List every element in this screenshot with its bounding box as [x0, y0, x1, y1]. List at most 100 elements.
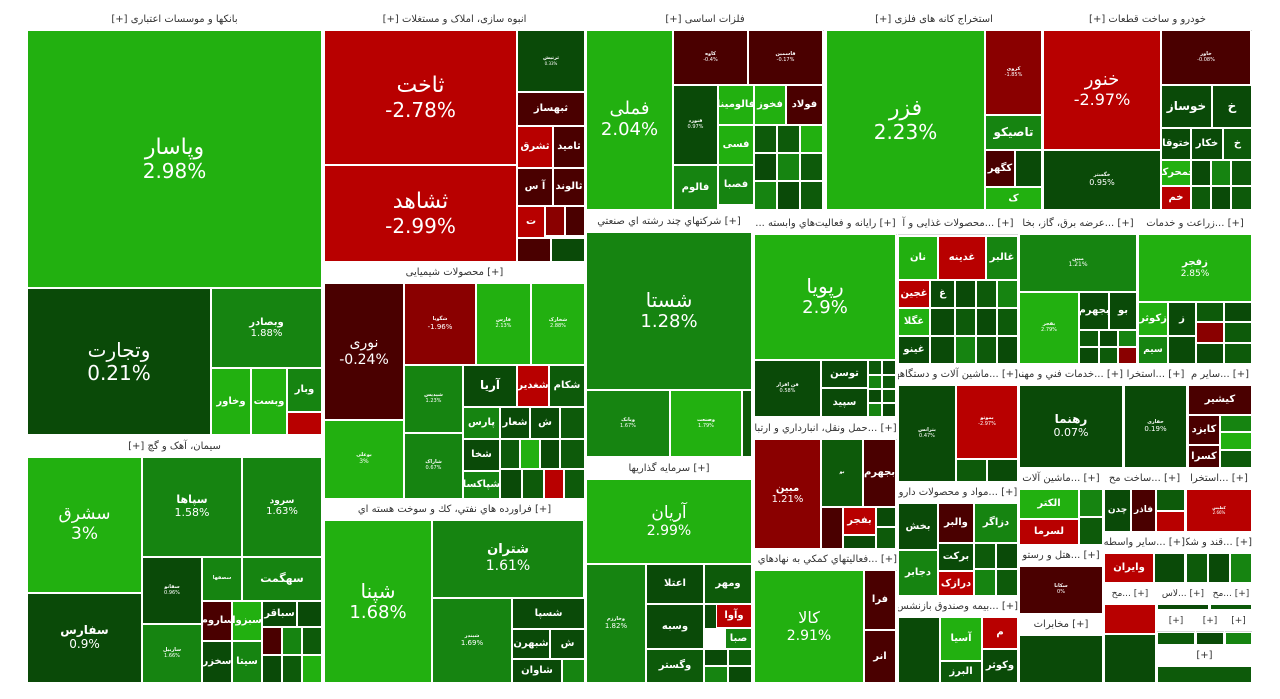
stock-tile-unlabeled[interactable]: [522, 469, 544, 499]
stock-tile[interactable]: انر: [864, 630, 896, 683]
stock-tile-unlabeled[interactable]: [898, 617, 940, 683]
stock-tile[interactable]: شگویا -1.96%: [404, 283, 476, 365]
sector-header-10[interactable]: [+] سرمایه گذاریها: [586, 459, 752, 480]
stock-tile[interactable]: شسپا: [512, 598, 585, 629]
stock-tile-unlabeled[interactable]: [742, 390, 752, 457]
stock-tile[interactable]: وبست: [251, 368, 287, 435]
stock-tile-unlabeled[interactable]: [987, 459, 1018, 482]
sector-title[interactable]: استخراج کانه های فلزی [+]: [826, 10, 1042, 31]
stock-tile[interactable]: سپید: [821, 388, 868, 417]
stock-tile[interactable]: فسی: [718, 125, 754, 165]
stock-tile-unlabeled[interactable]: [1154, 553, 1185, 583]
sector-header-36[interactable]: [+]: [1225, 611, 1252, 632]
stock-tile-unlabeled[interactable]: [517, 238, 551, 262]
stock-tile[interactable]: ت: [517, 206, 545, 238]
stock-tile[interactable]: شپدیس 1.23%: [404, 365, 463, 433]
stock-tile[interactable]: غگلا: [898, 308, 930, 336]
stock-tile[interactable]: بخش: [898, 503, 938, 550]
stock-tile-unlabeled[interactable]: [562, 659, 585, 683]
stock-tile[interactable]: کطبس 2.66%: [1186, 489, 1252, 532]
stock-tile[interactable]: فن افزار 0.58%: [754, 360, 821, 417]
stock-tile[interactable]: ثشرق: [517, 126, 553, 168]
stock-tile[interactable]: فالوم: [673, 165, 718, 210]
stock-tile-unlabeled[interactable]: [1079, 489, 1103, 517]
stock-tile-unlabeled[interactable]: [1210, 604, 1252, 610]
stock-tile-unlabeled[interactable]: [1156, 489, 1185, 511]
stock-tile-unlabeled[interactable]: [262, 627, 282, 655]
sector-header-17[interactable]: [+] ...خدمات فني و مهند: [1019, 365, 1123, 386]
stock-tile[interactable]: سفارس 0.9%: [27, 593, 142, 683]
stock-tile-unlabeled[interactable]: [1118, 347, 1137, 364]
stock-tile-unlabeled[interactable]: [1079, 517, 1103, 545]
stock-tile[interactable]: آ س: [517, 168, 553, 206]
stock-tile-unlabeled[interactable]: [1225, 632, 1252, 645]
stock-tile[interactable]: لسرما: [1019, 519, 1079, 545]
stock-tile-unlabeled[interactable]: [1099, 347, 1118, 364]
sector-header-14[interactable]: [+] ...زراعت و خدمات: [1138, 214, 1252, 235]
sector-title[interactable]: [+] ...ماشین آلات: [1019, 469, 1103, 490]
sector-header-27[interactable]: [+] ...قند و شکر: [1186, 533, 1252, 554]
sector-header-3[interactable]: فلزات اساسی [+]: [586, 10, 824, 31]
stock-tile-unlabeled[interactable]: [728, 649, 752, 666]
sector-title[interactable]: [+] ...سایر م: [1188, 365, 1252, 386]
stock-tile[interactable]: فالومینا: [718, 85, 754, 125]
stock-tile-unlabeled[interactable]: [930, 336, 955, 364]
stock-tile-unlabeled[interactable]: [1079, 330, 1099, 347]
stock-tile[interactable]: خ: [1223, 128, 1252, 160]
stock-tile[interactable]: خم: [1161, 186, 1191, 210]
stock-tile-unlabeled[interactable]: [500, 439, 520, 469]
stock-tile-unlabeled[interactable]: [560, 407, 585, 439]
stock-tile[interactable]: زکوثر: [1138, 302, 1168, 336]
stock-tile[interactable]: غینو: [898, 336, 930, 364]
sector-title[interactable]: [+] فراورده هاي نفتي، كك و سوخت هسته اي: [324, 500, 585, 521]
stock-tile-unlabeled[interactable]: [996, 569, 1018, 596]
sector-header-30[interactable]: [+] ...لاس: [1157, 584, 1209, 605]
sector-header-35[interactable]: [+]: [1196, 611, 1224, 632]
stock-tile-unlabeled[interactable]: [1220, 415, 1252, 432]
stock-tile[interactable]: کالا 2.91%: [754, 570, 864, 683]
stock-tile[interactable]: وگستر: [646, 649, 704, 683]
stock-tile[interactable]: سباقر: [262, 601, 297, 627]
stock-tile-unlabeled[interactable]: [1196, 302, 1224, 322]
stock-tile-unlabeled[interactable]: [551, 238, 585, 262]
stock-tile[interactable]: ش: [550, 629, 585, 659]
stock-tile-unlabeled[interactable]: [1079, 347, 1099, 364]
sector-header-8[interactable]: سیمان، آهک و گچ [+]: [27, 437, 322, 458]
stock-tile-unlabeled[interactable]: [868, 375, 882, 389]
stock-tile[interactable]: البرز: [940, 661, 982, 683]
stock-tile[interactable]: شخارک 2.88%: [531, 283, 585, 365]
stock-tile[interactable]: اعتلا: [646, 564, 704, 604]
stock-tile-unlabeled[interactable]: [882, 403, 896, 417]
stock-tile[interactable]: سپاها 1.58%: [142, 457, 242, 557]
stock-tile[interactable]: آسیا: [940, 617, 982, 661]
stock-tile-unlabeled[interactable]: [1211, 186, 1231, 210]
stock-tile-unlabeled[interactable]: [1196, 632, 1224, 645]
stock-tile-unlabeled[interactable]: [956, 459, 987, 482]
stock-tile-unlabeled[interactable]: [1104, 634, 1156, 683]
stock-tile-unlabeled[interactable]: [777, 153, 800, 181]
stock-tile-unlabeled[interactable]: [1196, 322, 1224, 343]
stock-tile[interactable]: ز: [1168, 302, 1196, 336]
sector-title[interactable]: [+] مخابرات: [1019, 615, 1103, 636]
stock-tile-unlabeled[interactable]: [287, 412, 322, 435]
stock-tile[interactable]: شستا 1.28%: [586, 232, 752, 390]
stock-tile[interactable]: دجابر: [898, 550, 938, 596]
stock-tile-unlabeled[interactable]: [1220, 450, 1252, 468]
stock-tile-unlabeled[interactable]: [777, 125, 800, 153]
sector-title[interactable]: [+] ...زراعت و خدمات: [1138, 214, 1252, 235]
sector-header-21[interactable]: [+] ...ماشین آلات: [1019, 469, 1103, 490]
stock-tile-unlabeled[interactable]: [1231, 186, 1252, 210]
stock-tile[interactable]: فملی 2.04%: [586, 30, 673, 210]
stock-tile[interactable]: شاراک 0.67%: [404, 433, 463, 499]
stock-tile-unlabeled[interactable]: [1157, 604, 1209, 610]
sector-header-23[interactable]: [+] ...استخرا: [1186, 469, 1252, 490]
stock-tile[interactable]: بموتو -2.97%: [956, 385, 1018, 459]
stock-tile[interactable]: بوعلی 3%: [324, 420, 404, 499]
stock-tile[interactable]: تاصیکو: [985, 115, 1042, 150]
sector-title[interactable]: [+] شرکتهاي چند رشته اي صنعتي: [586, 212, 752, 233]
stock-tile-unlabeled[interactable]: [564, 469, 585, 499]
sector-title[interactable]: [+] ...هتل و رستو: [1019, 546, 1103, 567]
stock-tile[interactable]: فاسمین -0.17%: [748, 30, 823, 85]
stock-tile-unlabeled[interactable]: [1220, 432, 1252, 450]
stock-tile-unlabeled[interactable]: [704, 666, 728, 683]
